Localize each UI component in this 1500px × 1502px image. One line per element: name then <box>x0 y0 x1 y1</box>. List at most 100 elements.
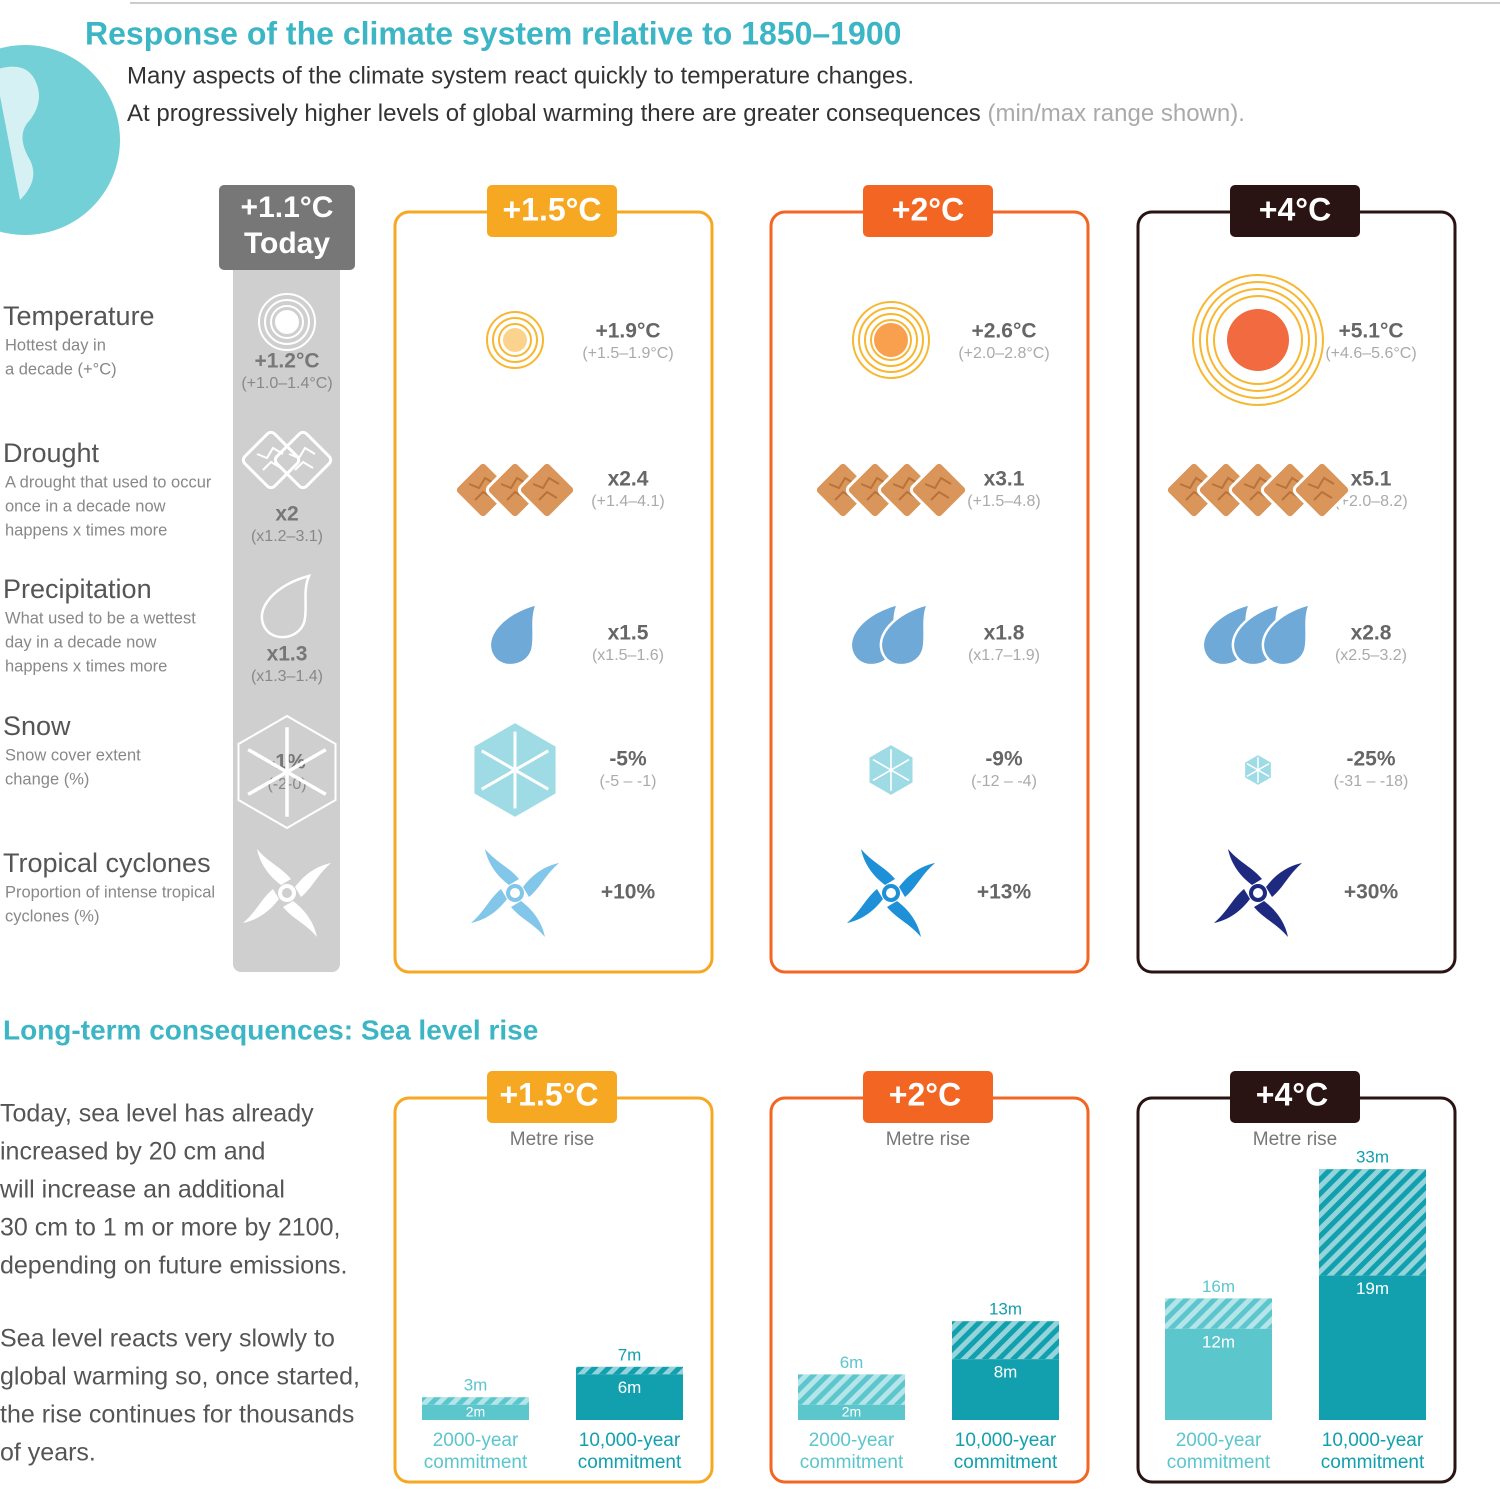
drought-tile <box>1292 460 1352 520</box>
panel-box <box>769 1096 1090 1484</box>
bar-min-label: 19m <box>1356 1279 1389 1298</box>
bar <box>952 1359 1059 1420</box>
bar-caption: 10,000-year <box>955 1430 1057 1451</box>
bar-min-label: 8m <box>994 1363 1018 1382</box>
icon <box>1164 460 1352 520</box>
section-title: Long-term consequences: Sea level rise <box>3 1014 538 1045</box>
scenario-label: +1.5°C <box>502 191 601 227</box>
title: Response of the climate system relative … <box>85 15 901 51</box>
bar <box>1319 1275 1426 1420</box>
scenario-value: x1.8 <box>984 622 1025 645</box>
icon <box>486 311 544 369</box>
scenario-range: (+2.0–2.8°C) <box>958 345 1049 362</box>
cyclone-arm <box>887 901 921 937</box>
bar-range-hatch <box>576 1366 683 1375</box>
bar <box>576 1374 683 1420</box>
scenario-header <box>487 185 617 237</box>
snow-hexagon <box>237 714 337 830</box>
icon <box>847 849 935 937</box>
bar-caption: commitment <box>578 1452 682 1473</box>
bar-range-hatch <box>798 1374 905 1405</box>
cyclone-eye <box>1249 884 1267 902</box>
cyclone-arm <box>295 863 331 897</box>
cyclone-arm <box>1266 863 1302 897</box>
scenario-label: +4°C <box>1259 191 1331 227</box>
bar-min-label: 6m <box>618 1378 642 1397</box>
drop <box>260 574 312 639</box>
subtitle: At progressively higher levels of global… <box>127 100 1245 127</box>
scenario-value: -25% <box>1346 748 1395 771</box>
scenario-label: +2°C <box>892 191 964 227</box>
icon <box>488 602 540 667</box>
bar-caption: 2000-year <box>1176 1430 1262 1451</box>
crack <box>924 476 952 501</box>
bar-caption: 10,000-year <box>1322 1430 1424 1451</box>
cyclone-arm <box>257 849 291 885</box>
sun-ring <box>492 317 538 363</box>
scenario-range: (x1.5–1.6) <box>592 647 664 664</box>
bar <box>1165 1328 1272 1420</box>
subtitle-text: At progressively higher levels of global… <box>127 100 981 127</box>
icon <box>813 460 969 520</box>
icon <box>472 720 558 820</box>
scenario-value: +1.9°C <box>595 320 660 343</box>
subtitle: Many aspects of the climate system react… <box>127 62 914 89</box>
crack <box>288 446 316 471</box>
bar-caption: commitment <box>1321 1452 1425 1473</box>
scenario-value: x2.8 <box>1351 622 1392 645</box>
cyclone-arm <box>899 863 935 897</box>
scenario-range: (x2.5–3.2) <box>1335 647 1407 664</box>
snow-arm <box>872 758 910 782</box>
scenario-range: (+4.6–5.6°C) <box>1325 345 1416 362</box>
scenario-box <box>769 210 1090 974</box>
drought-tile <box>1260 460 1320 520</box>
unit-label: Metre rise <box>1253 1129 1337 1150</box>
bar-max-label: 13m <box>989 1300 1022 1319</box>
bar-max-label: 16m <box>1202 1277 1235 1296</box>
drought-tile <box>1196 460 1256 520</box>
icon <box>453 460 577 520</box>
indicator-name: Temperature <box>3 301 155 331</box>
scenario-range: (-12 – -4) <box>971 773 1037 790</box>
snow-arm <box>1246 762 1270 778</box>
cyclone-arm <box>1228 849 1262 885</box>
scenario-value: +30% <box>1344 881 1399 904</box>
icon <box>471 849 559 937</box>
cyclone-arm <box>1254 901 1288 937</box>
icon <box>867 742 915 798</box>
scenario-box <box>1136 210 1457 974</box>
cyclone-arm <box>511 901 545 937</box>
sun-ring <box>270 305 304 339</box>
indicator-description: change (%) <box>5 770 89 788</box>
bar-caption: commitment <box>424 1452 528 1473</box>
drought-tile <box>241 430 301 490</box>
sun-ring <box>1213 295 1303 385</box>
drought-tile <box>453 460 513 520</box>
body-text: of years. <box>0 1439 96 1467</box>
subtitle-note: (min/max range shown). <box>987 100 1244 127</box>
bar-caption: commitment <box>954 1452 1058 1473</box>
drought-tile <box>485 460 545 520</box>
body-text: global warming so, once started, <box>0 1363 360 1391</box>
cyclone-arm <box>847 889 883 923</box>
icon <box>1243 752 1273 788</box>
bar-min-label: 12m <box>1202 1332 1235 1351</box>
indicator-description: Proportion of intense tropical <box>5 883 215 901</box>
indicator-description: day in a decade now <box>5 633 156 651</box>
today-range: (x1.2–3.1) <box>251 528 323 545</box>
sun-ring <box>864 313 918 367</box>
icon <box>1214 849 1302 937</box>
sun-core <box>503 328 527 352</box>
unit-label: Metre rise <box>886 1129 970 1150</box>
indicator-description: happens x times more <box>5 657 167 675</box>
sun-ring <box>498 323 532 357</box>
bar-caption: commitment <box>1167 1452 1271 1473</box>
icon <box>1201 602 1313 667</box>
bar-max-label: 7m <box>618 1345 642 1364</box>
body-text: Today, sea level has already <box>0 1100 314 1128</box>
crack <box>532 476 560 501</box>
indicator-description: cyclones (%) <box>5 907 99 925</box>
icon <box>237 714 337 830</box>
scenario-value: x1.5 <box>608 622 649 645</box>
cyclone-eye <box>278 884 296 902</box>
